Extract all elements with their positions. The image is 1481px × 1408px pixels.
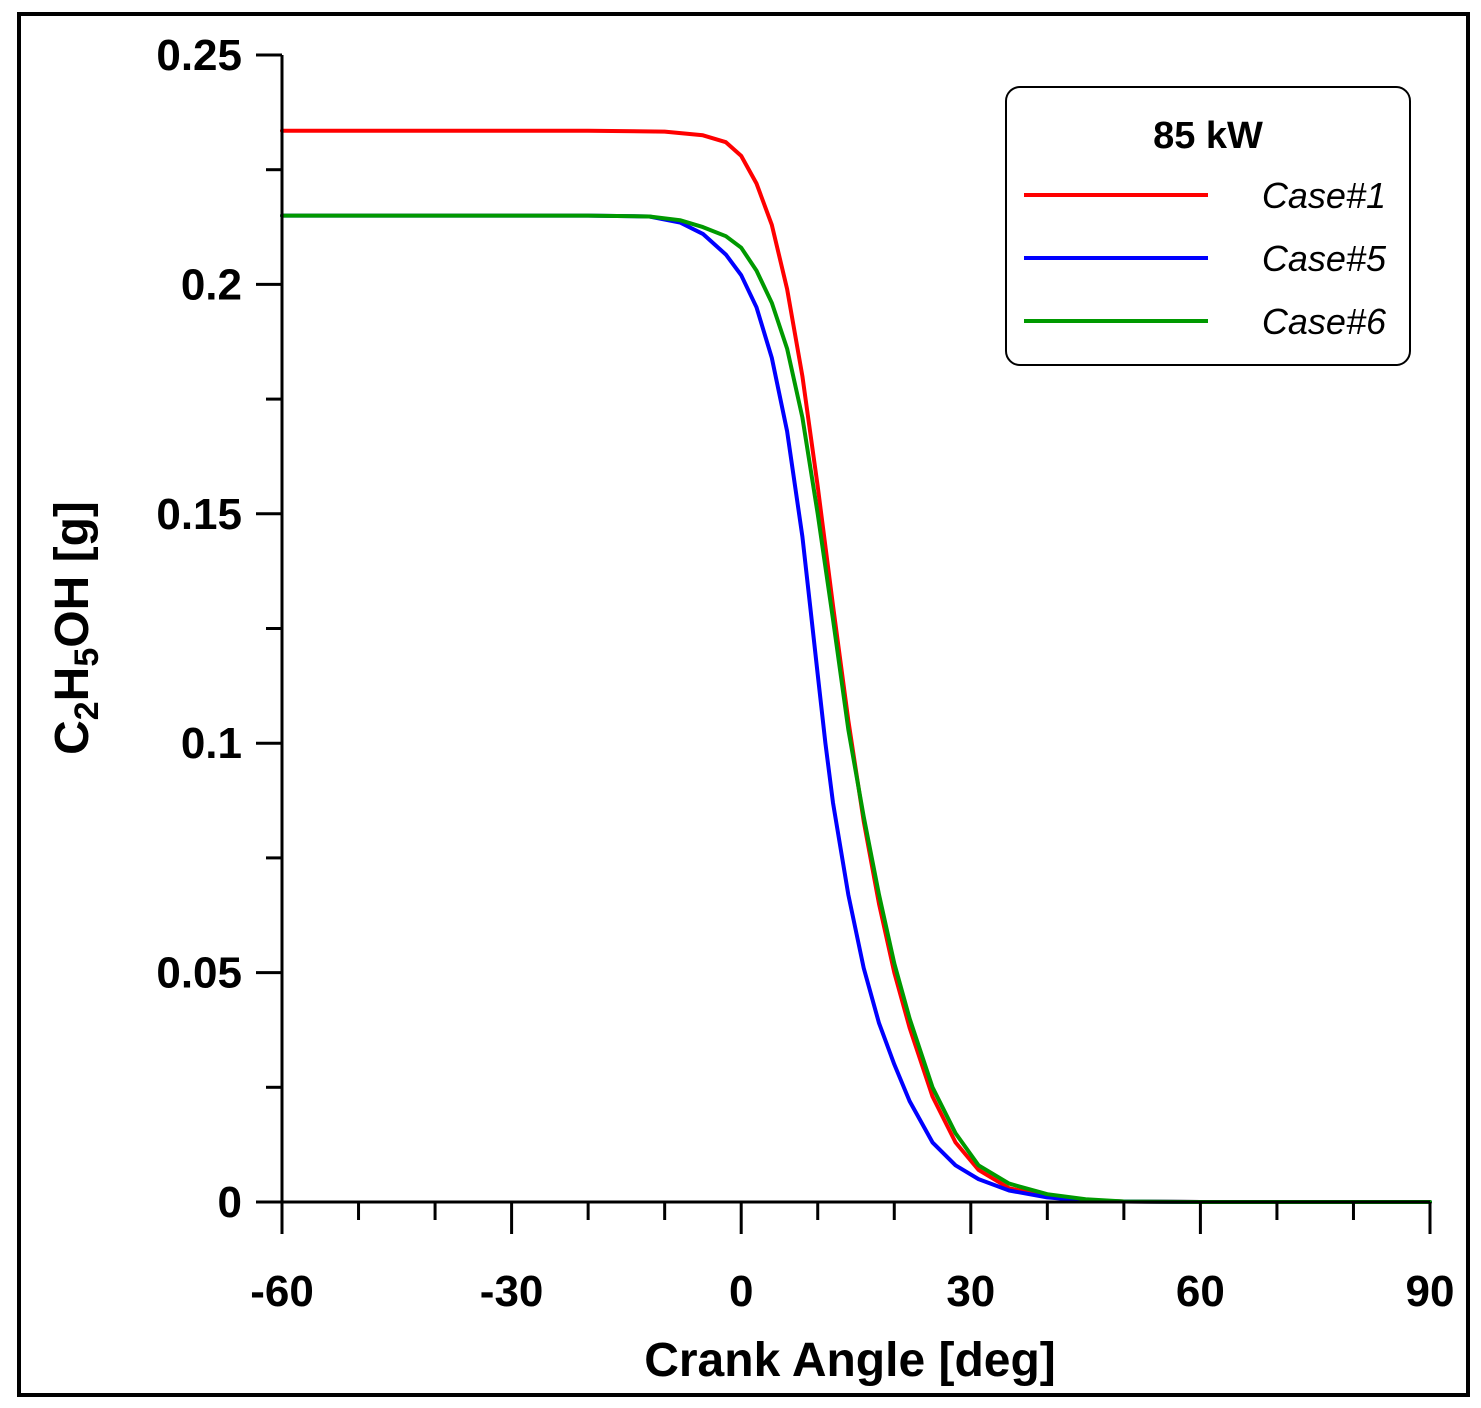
x-tick-label: 30 (946, 1267, 995, 1316)
y-ticks: 0 0.05 0.1 0.15 0.2 0.25 (156, 31, 282, 1227)
series-line-3 (280, 213, 1432, 1204)
legend-title: 85 kW (1153, 115, 1263, 157)
y-tick-label: 0.15 (156, 490, 242, 539)
legend: 85 kW Case#1 Case#5 Case#6 (1005, 86, 1411, 366)
y-axis-title: C2H5OH [g] (46, 501, 106, 755)
x-tick-label: 60 (1176, 1267, 1225, 1316)
y-tick-label: 0 (218, 1178, 242, 1227)
legend-box (1005, 86, 1411, 366)
x-tick-label: -30 (480, 1267, 544, 1316)
x-axis-title: Crank Angle [deg] (644, 1334, 1056, 1387)
legend-label-1: Case#1 (1262, 175, 1386, 216)
legend-label-2: Case#5 (1262, 238, 1387, 279)
y-axis-title-rest: OH [g] (46, 501, 99, 648)
series-line-2 (280, 213, 1432, 1204)
y-tick-label: 0.05 (156, 949, 242, 998)
x-tick-label: 0 (729, 1267, 753, 1316)
y-tick-label: 0.1 (181, 719, 242, 768)
y-tick-label: 0.2 (181, 260, 242, 309)
y-axis-title-h: H (46, 667, 99, 702)
x-tick-label: 90 (1406, 1267, 1455, 1316)
x-ticks: -60 -30 0 30 60 90 (250, 1202, 1454, 1316)
x-tick-label: -60 (250, 1267, 314, 1316)
legend-label-3: Case#6 (1262, 301, 1387, 342)
y-axis-title-sub5: 5 (68, 648, 106, 667)
y-tick-label: 0.25 (156, 31, 242, 80)
series-group (280, 128, 1432, 1204)
y-axis-title-c: C (46, 720, 99, 755)
legend-items: Case#1 Case#5 Case#6 (1024, 175, 1387, 342)
y-axis-title-sub2: 2 (68, 701, 106, 720)
